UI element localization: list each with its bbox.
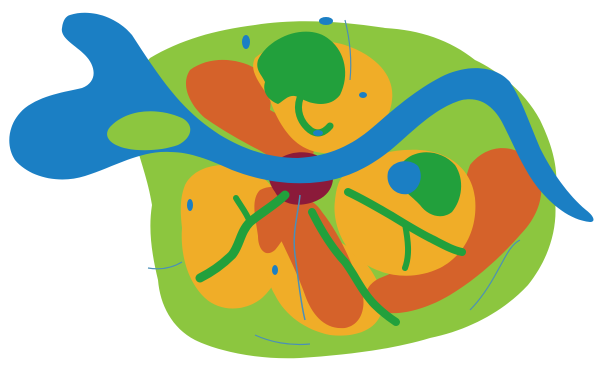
green-corridor-south	[308, 208, 400, 326]
stream-central	[293, 194, 306, 321]
pond-west	[187, 199, 193, 211]
stream-west	[147, 261, 183, 270]
stream-south-east	[469, 239, 521, 311]
pond-north	[319, 17, 333, 25]
river-island	[107, 111, 191, 151]
green-corridor-north	[294, 94, 334, 137]
green-corridor-east-branch	[402, 221, 411, 271]
pond-north-west	[242, 35, 250, 49]
north-forest	[257, 31, 346, 105]
west-center-belt	[254, 186, 293, 254]
green-corridor-east	[344, 188, 466, 256]
pond-south	[272, 265, 278, 275]
green-corridor-west-branch	[233, 195, 253, 225]
pond-center	[313, 130, 323, 136]
stream-south	[254, 334, 311, 346]
central-spine	[270, 196, 364, 329]
pond-north-east	[359, 92, 367, 98]
north-west-belt	[185, 59, 314, 170]
green-corridor-west	[195, 190, 290, 283]
east-lake	[387, 161, 421, 195]
stream-north	[344, 19, 352, 81]
